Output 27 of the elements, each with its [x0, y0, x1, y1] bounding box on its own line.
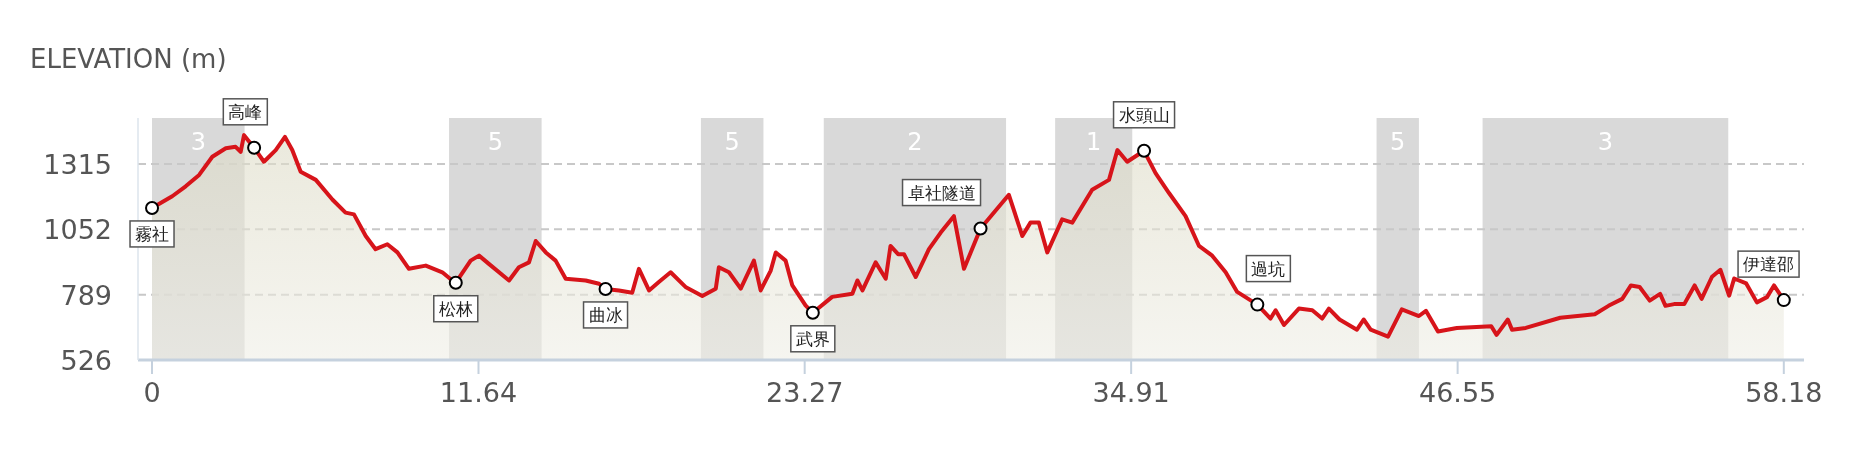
x-tick-label: 34.91: [1092, 377, 1170, 408]
note: 伊達邵: [1737, 250, 1800, 308]
note: 曲冰: [582, 281, 629, 329]
x-tick-label: 46.55: [1418, 377, 1497, 408]
annotation: 高峰: [228, 101, 263, 122]
annotation: 霧社: [135, 223, 170, 244]
note: 霧社: [129, 200, 175, 248]
annotation: 過坑: [1251, 258, 1286, 279]
note: 武界: [790, 305, 836, 353]
note: 過坑: [1245, 254, 1292, 312]
note: 卓社隧道: [901, 178, 988, 236]
y-tick-label: 1052: [43, 214, 112, 246]
x-tick-label: 58.18: [1745, 377, 1823, 408]
x-tick-label: 23.27: [766, 377, 844, 408]
note: 高峰: [222, 98, 269, 155]
y-tick-label: 1315: [43, 148, 112, 180]
annotation: 伊達邵: [1743, 254, 1795, 275]
annotation: 曲冰: [588, 304, 623, 325]
annotation: 武界: [795, 328, 830, 349]
chart-title: ELEVATION (m): [30, 44, 227, 74]
annotation: 松林: [438, 298, 473, 319]
annotation: 卓社隧道: [907, 182, 976, 203]
x-tick-label: 11.64: [439, 377, 518, 408]
note: 松林: [433, 275, 479, 323]
y-tick-label: 526: [60, 345, 112, 376]
y-tick-label: 789: [60, 279, 112, 311]
x-tick-label: 0: [143, 377, 161, 408]
